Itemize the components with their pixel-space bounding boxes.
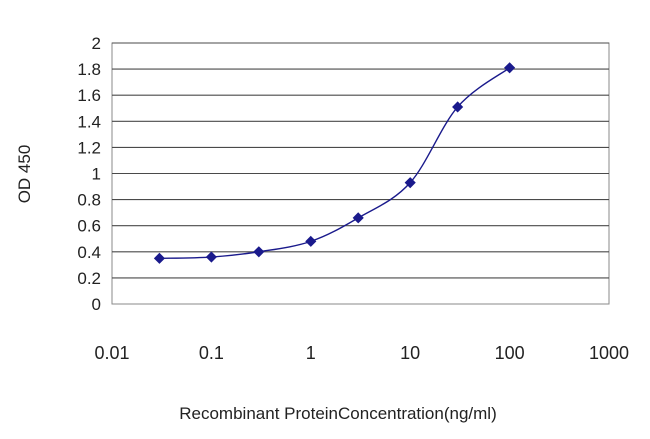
series-group [153, 62, 516, 264]
x-tick-label: 10 [400, 343, 420, 363]
data-point-5 [404, 177, 416, 189]
y-tick-label: 1.4 [77, 112, 101, 131]
y-tick-label: 0.8 [77, 191, 101, 210]
x-tick-label: 100 [495, 343, 525, 363]
data-point-1 [205, 251, 217, 263]
y-tick-label: 1.8 [77, 60, 101, 79]
y-tick-label: 0.6 [77, 217, 101, 236]
x-tick-label: 0.01 [94, 343, 129, 363]
data-point-0 [153, 252, 165, 264]
y-tick-label: 1.2 [77, 138, 101, 157]
x-tick-labels: 0.01 0.1 1 10 100 1000 [94, 343, 629, 363]
data-point-7 [504, 62, 516, 74]
data-point-4 [352, 212, 364, 224]
y-axis-label: OD 450 [15, 145, 34, 204]
x-tick-label: 0.1 [199, 343, 224, 363]
gridlines [112, 42, 609, 279]
data-point-2 [253, 246, 265, 258]
y-tick-label: 1.6 [77, 86, 101, 105]
x-tick-label: 1 [306, 343, 316, 363]
y-tick-label: 1 [92, 165, 101, 184]
y-tick-label: 2 [92, 34, 101, 53]
x-axis-label: Recombinant ProteinConcentration(ng/ml) [179, 404, 497, 423]
y-tick-label: 0.4 [77, 243, 101, 262]
x-tick-label: 1000 [589, 343, 629, 363]
y-tick-label: 0.2 [77, 269, 101, 288]
y-tick-labels: 0 0.2 0.4 0.6 0.8 1 1.2 1.4 1.6 1.8 2 [77, 34, 101, 314]
y-tick-label: 0 [92, 295, 101, 314]
data-point-3 [305, 235, 317, 247]
data-point-6 [452, 101, 464, 113]
